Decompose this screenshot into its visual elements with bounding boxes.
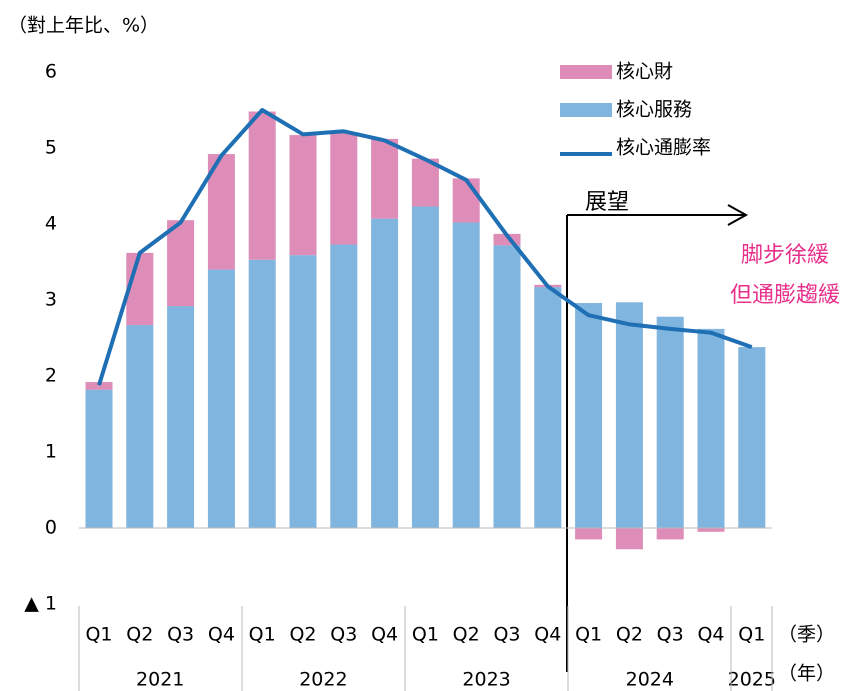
- x-tick-label: Q3: [493, 624, 520, 646]
- legend-swatch: [560, 103, 612, 117]
- x-tick-label: Q3: [657, 624, 684, 646]
- bar: [493, 245, 521, 528]
- x-tick-label: Q4: [208, 624, 235, 646]
- bar: [493, 233, 521, 246]
- bar: [207, 269, 235, 528]
- annotation: 但通膨趨緩: [730, 283, 840, 308]
- y-tick-label: 0: [45, 517, 57, 539]
- x-tick-label: Q2: [453, 624, 480, 646]
- bar: [452, 222, 480, 529]
- bar: [289, 255, 317, 528]
- x-tick-label: Q4: [697, 624, 724, 646]
- bar: [656, 528, 684, 540]
- bar: [167, 306, 195, 528]
- y-tick-label: 2: [45, 365, 57, 387]
- line: [97, 108, 753, 386]
- bar: [575, 528, 603, 540]
- bar: [330, 244, 358, 528]
- bar: [167, 220, 195, 307]
- x-tick-label: Q1: [412, 624, 439, 646]
- bar: [126, 252, 154, 326]
- x-tick-label: Q1: [575, 624, 602, 646]
- year-label: 2024: [626, 669, 674, 691]
- arrow-head: [727, 204, 749, 226]
- bar: [248, 111, 276, 260]
- bar: [452, 178, 480, 223]
- y-tick-label: 4: [45, 213, 57, 235]
- bar: [697, 328, 725, 528]
- year-label: 2021: [136, 669, 184, 691]
- year-label: 2025: [728, 669, 776, 691]
- bar: [615, 528, 643, 550]
- bar: [575, 303, 603, 528]
- y-tick-label: 6: [45, 61, 57, 83]
- y-tick-label: ▲ 1: [24, 593, 57, 615]
- bar: [330, 132, 358, 245]
- x-tick-label: Q3: [330, 624, 357, 646]
- legend-label: 核心服務: [616, 99, 692, 121]
- x-tick-label: Q4: [534, 624, 561, 646]
- bar: [289, 135, 317, 256]
- x-tick-label: Q1: [738, 624, 765, 646]
- year-label: 2023: [462, 669, 510, 691]
- bar: [126, 325, 154, 528]
- annotation: 展望: [585, 190, 629, 215]
- x-tick-label: Q1: [85, 624, 112, 646]
- y-tick-label: 3: [45, 289, 57, 311]
- bar: [738, 347, 766, 528]
- annotation: 脚步徐緩: [741, 243, 829, 268]
- bar: [85, 382, 113, 390]
- legend-label: 核心財: [616, 61, 673, 83]
- year-label: 2022: [299, 669, 347, 691]
- x-tick-label: Q1: [249, 624, 276, 646]
- x-tick-label: Q2: [289, 624, 316, 646]
- bar: [371, 218, 399, 528]
- x-tick-label: Q2: [126, 624, 153, 646]
- bar: [85, 389, 113, 528]
- bar: [411, 158, 439, 207]
- y-tick-label: 1: [45, 441, 57, 463]
- x-tick-label: Q4: [371, 624, 398, 646]
- legend-label: 核心通膨率: [616, 137, 711, 159]
- bar: [411, 206, 439, 528]
- bar: [534, 287, 562, 528]
- x-tick-label: Q2: [616, 624, 643, 646]
- quarter-unit: （季）: [778, 624, 835, 646]
- y-tick-label: 5: [45, 137, 57, 159]
- bar: [371, 138, 399, 219]
- y-axis-label: （對上年比、%）: [8, 15, 159, 37]
- bar: [615, 302, 643, 528]
- bar: [697, 528, 725, 532]
- year-unit: （年）: [778, 663, 835, 685]
- bar: [656, 316, 684, 528]
- legend-swatch: [560, 65, 612, 79]
- x-tick-label: Q3: [167, 624, 194, 646]
- bar: [248, 259, 276, 528]
